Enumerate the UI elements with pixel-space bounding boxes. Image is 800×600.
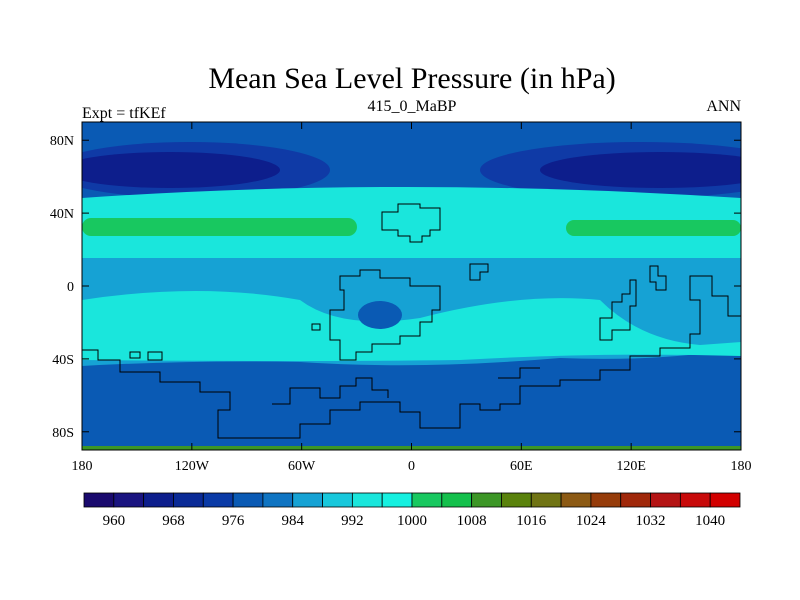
colorbar-box	[262, 492, 294, 508]
colorbar-label: 968	[162, 513, 185, 529]
colorbar-box	[292, 492, 323, 508]
x-tick-label: 180	[731, 459, 752, 474]
colorbar-box	[441, 492, 473, 508]
colorbar-box	[351, 492, 383, 508]
x-axis: 180 120W 60W 0 60E 120E 180	[72, 122, 752, 474]
y-tick-label: 80S	[52, 426, 74, 441]
right-string: ANN	[706, 98, 741, 115]
chart-title: Mean Sea Level Pressure (in hPa)	[208, 62, 615, 95]
coastline-small-north	[469, 263, 489, 281]
map-field	[82, 122, 741, 450]
x-tick-label: 180	[72, 459, 93, 474]
colorbar-box	[83, 492, 115, 508]
field-tropical-south-high	[82, 291, 741, 361]
colorbar-box	[501, 492, 532, 508]
coastline-north-continent	[381, 203, 441, 243]
field-arctic-low-east-core	[540, 152, 741, 188]
x-tick-label: 60E	[510, 459, 533, 474]
colorbar-label: 1000	[397, 513, 427, 529]
colorbar-box	[232, 492, 264, 508]
colorbar-box	[143, 492, 174, 508]
colorbar-box	[173, 492, 204, 508]
colorbar-label: 1024	[576, 513, 607, 529]
field-subtropical-mid-n	[82, 187, 741, 270]
x-tick-label: 120W	[175, 459, 210, 474]
field-southern-ocean-band	[82, 368, 741, 450]
coastline-gondwana	[329, 269, 441, 361]
y-axis: 80N 40N 0 40S 80S	[50, 134, 741, 441]
colorbar-box	[381, 492, 413, 508]
y-tick-label: 40N	[50, 207, 74, 222]
y-tick-label: 0	[67, 280, 74, 295]
colorbar-box	[590, 492, 622, 508]
coastline-east-island-2	[649, 265, 667, 291]
x-tick-label: 120E	[616, 459, 646, 474]
colorbar	[83, 492, 741, 508]
colorbar-label: 1016	[516, 513, 547, 529]
coastline-south-pole-land	[82, 275, 741, 439]
left-string: Expt = tfKEf	[82, 105, 166, 122]
coastline-small-west	[129, 351, 141, 359]
coastlines	[82, 203, 741, 439]
colorbar-box	[709, 492, 741, 508]
y-tick-label: 80N	[50, 134, 74, 149]
colorbar-box	[471, 492, 502, 508]
coastline-south-chain-2	[498, 367, 540, 379]
coastline-small-mid	[311, 323, 321, 331]
colorbar-box	[530, 492, 562, 508]
colorbar-box	[202, 492, 234, 508]
colorbar-label: 1032	[636, 513, 666, 529]
colorbar-label: 984	[281, 513, 304, 529]
colorbar-box	[679, 492, 711, 508]
field-arctic-low-west-core	[82, 152, 280, 188]
colorbar-label: 992	[341, 513, 364, 529]
y-tick-label: 40S	[52, 353, 74, 368]
colorbar-box	[411, 492, 443, 508]
colorbar-box	[113, 492, 145, 508]
field-subtropical-high-n-west	[82, 218, 357, 236]
colorbar-label: 960	[103, 513, 126, 529]
coastline-east-island	[599, 279, 637, 341]
coastline-south-chain	[272, 377, 389, 405]
colorbar-label: 1040	[695, 513, 725, 529]
colorbar-box	[560, 492, 592, 508]
x-tick-label: 60W	[288, 459, 316, 474]
colorbar-box	[650, 492, 681, 508]
colorbar-box	[322, 492, 353, 508]
field-subtropical-high-n-east	[566, 220, 741, 236]
x-tick-label: 0	[408, 459, 415, 474]
coastline-small-west-2	[147, 351, 163, 361]
colorbar-box	[620, 492, 651, 508]
field-gondwana-low	[358, 301, 402, 329]
colorbar-label: 976	[222, 513, 245, 529]
center-string: 415_0_MaBP	[368, 98, 457, 115]
colorbar-label: 1008	[457, 513, 487, 529]
colorbar-labels: 960 968 976 984 992 1000 1008 1016 1024 1032 1040	[103, 513, 726, 529]
